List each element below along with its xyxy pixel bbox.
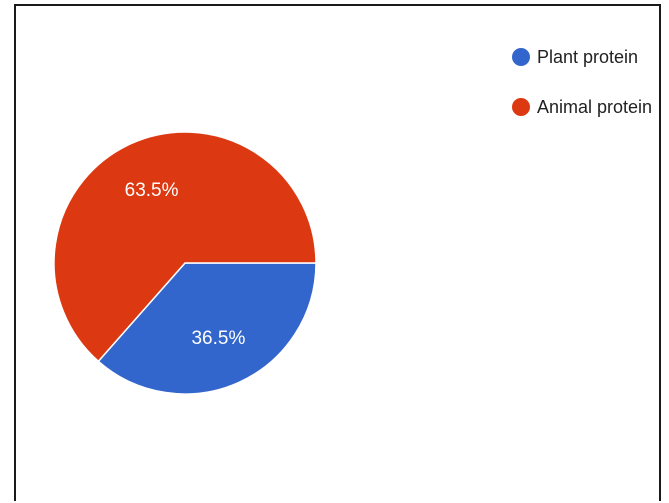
legend-swatch-animal-protein [512, 98, 530, 116]
chart-frame: 36.5% 63.5% Plant protein Animal protein [14, 4, 661, 501]
pie-chart: 36.5% 63.5% [53, 131, 317, 395]
pie-label-plant-protein: 36.5% [191, 328, 245, 349]
pie-label-animal-protein: 63.5% [125, 180, 179, 201]
legend-item-animal-protein: Animal protein [512, 96, 652, 118]
chart-legend: Plant protein Animal protein [512, 46, 652, 146]
legend-swatch-plant-protein [512, 48, 530, 66]
legend-label-plant-protein: Plant protein [537, 46, 639, 67]
pie-slice-animal-protein [53, 131, 317, 363]
legend-item-plant-protein: Plant protein [512, 46, 652, 68]
legend-label-animal-protein: Animal protein [537, 96, 653, 117]
pie-slice-plant-protein [97, 262, 317, 395]
